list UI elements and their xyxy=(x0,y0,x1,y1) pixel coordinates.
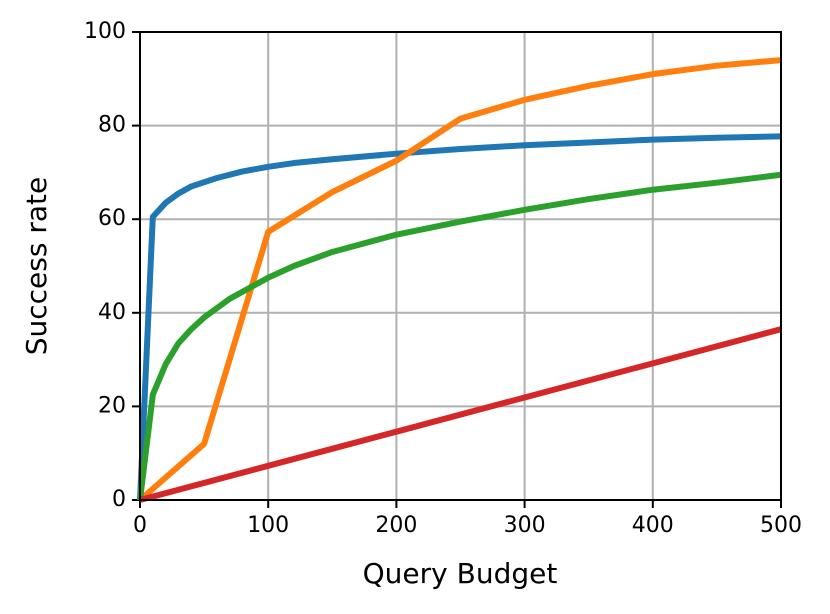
y-tick-label: 60 xyxy=(98,206,126,231)
series-line xyxy=(137,133,782,501)
x-tick-label: 0 xyxy=(133,513,147,538)
x-axis-label: Query Budget xyxy=(363,557,558,590)
x-tick-label: 200 xyxy=(375,513,417,538)
x-tick-label: 300 xyxy=(504,513,546,538)
x-tick-label: 400 xyxy=(632,513,674,538)
x-tick-label: 100 xyxy=(247,513,289,538)
y-tick-label: 100 xyxy=(84,19,126,44)
series-line xyxy=(137,171,782,501)
series-line xyxy=(139,326,782,503)
y-tick-label: 20 xyxy=(98,393,126,418)
x-tick-label: 500 xyxy=(760,513,802,538)
y-tick-label: 40 xyxy=(98,300,126,325)
y-tick-label: 0 xyxy=(112,487,126,512)
y-axis-label: Success rate xyxy=(20,177,53,356)
series-line xyxy=(138,57,782,503)
plot-frame xyxy=(139,31,782,501)
y-tick-label: 80 xyxy=(98,113,126,138)
